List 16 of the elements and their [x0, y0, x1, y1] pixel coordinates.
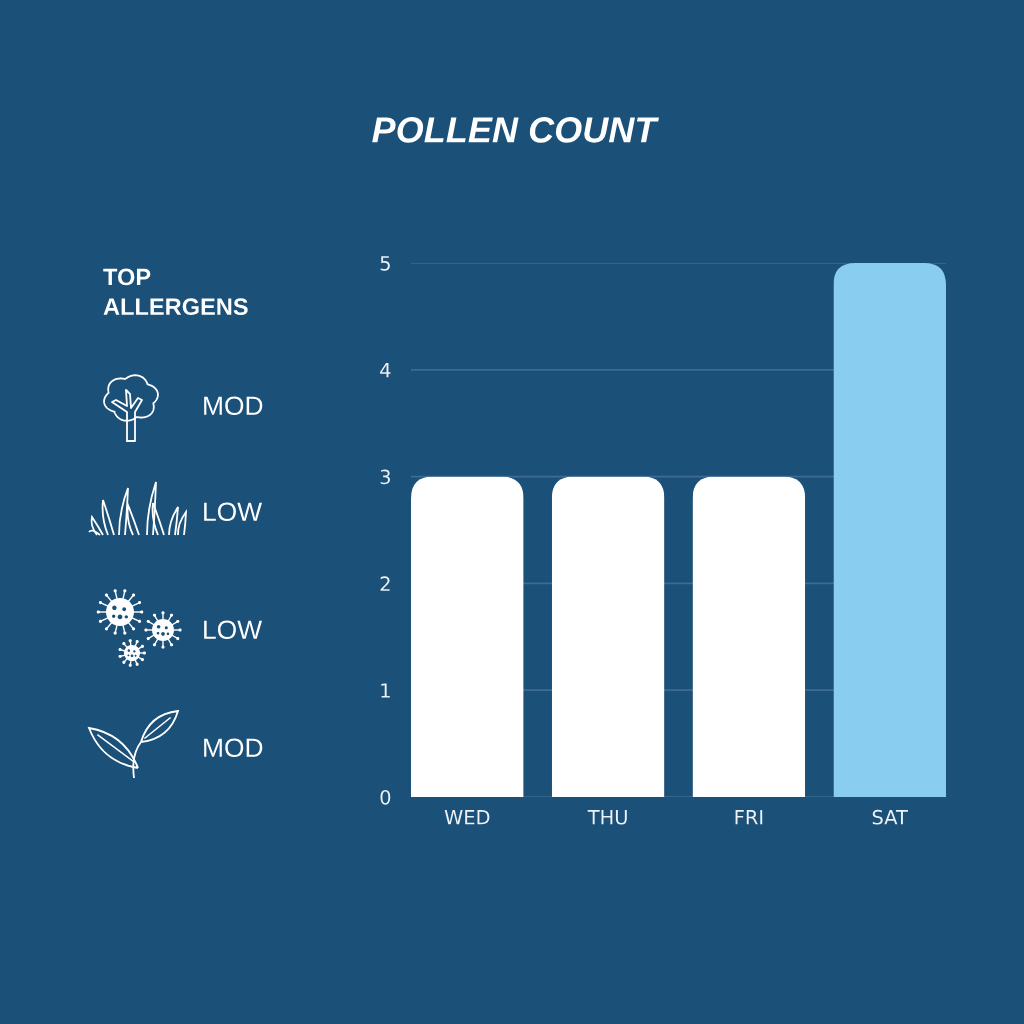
x-tick-label: WED: [444, 810, 490, 825]
text: LOW: [204, 502, 263, 522]
y-tick-label: 1: [381, 683, 390, 698]
x-tick-label: FRI: [735, 810, 763, 825]
y-tick-label: 3: [380, 469, 390, 485]
y-tick-label: 5: [380, 256, 390, 271]
x-tick-label: THU: [587, 810, 627, 825]
text: MOD: [204, 396, 263, 416]
y-tick-label: 2: [380, 576, 390, 591]
text: TOP ALLERGENS: [103, 268, 248, 316]
chart-title: POLLEN COUNT: [372, 117, 659, 143]
x-tick-label: SAT: [872, 809, 908, 825]
y-tick-label: 4: [380, 363, 391, 378]
y-tick-label: 0: [380, 789, 391, 805]
text: LOW: [204, 620, 263, 640]
text: MOD: [204, 738, 263, 758]
